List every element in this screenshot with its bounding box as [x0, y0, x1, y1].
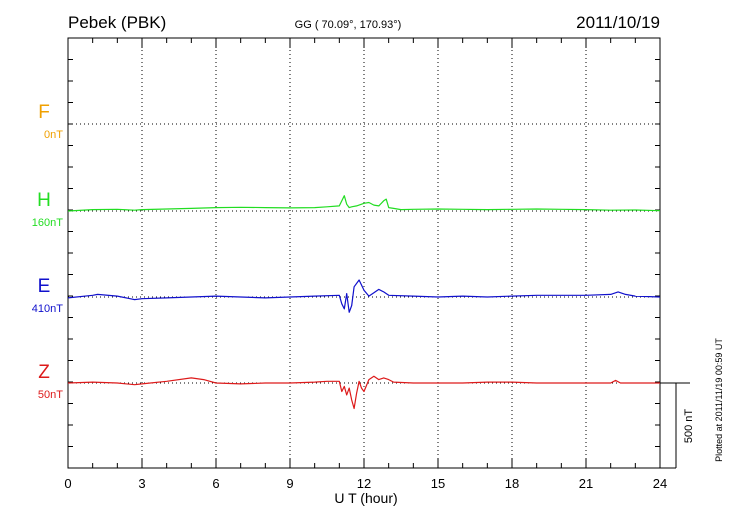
grid-lines: [68, 38, 660, 468]
series-name-f: F: [38, 102, 50, 123]
x-tick-label: 6: [212, 476, 219, 491]
series-line-z: [67, 375, 660, 410]
x-tick-label: 18: [505, 476, 519, 491]
series-line-e: [67, 279, 661, 313]
x-tick-label: 9: [286, 476, 293, 491]
x-tick-label: 0: [64, 476, 71, 491]
series-group: [67, 195, 661, 410]
scale-bar-label: 500 nT: [683, 409, 695, 444]
x-axis-label: U T (hour): [334, 490, 397, 506]
series-offset-f: 0nT: [44, 129, 63, 141]
plotted-at-note: Plotted at 2011/11/19 00:59 UT: [714, 338, 724, 462]
x-tick-label: 15: [431, 476, 445, 491]
series-labels: F 0nT H 160nT E 410nT Z 50nT: [32, 102, 63, 401]
series-line-h: [67, 195, 661, 212]
x-tick-label: 21: [579, 476, 593, 491]
x-tick-label: 12: [357, 476, 371, 491]
series-offset-e: 410nT: [32, 303, 63, 315]
axis-ticks: 0 3 6 9 12 15 18 21 24: [64, 37, 667, 491]
series-offset-z: 50nT: [38, 389, 63, 401]
scale-bar: 500 nT: [660, 382, 695, 469]
station-title: Pebek (PBK): [68, 13, 166, 32]
station-coords: GG ( 70.09°, 170.93°): [295, 19, 402, 31]
series-name-z: Z: [38, 362, 50, 383]
x-tick-label: 3: [138, 476, 145, 491]
series-name-e: E: [38, 276, 51, 297]
x-tick-label: 24: [653, 476, 667, 491]
chart-date: 2011/10/19: [576, 13, 660, 32]
series-name-h: H: [37, 190, 51, 211]
series-offset-h: 160nT: [32, 217, 63, 229]
